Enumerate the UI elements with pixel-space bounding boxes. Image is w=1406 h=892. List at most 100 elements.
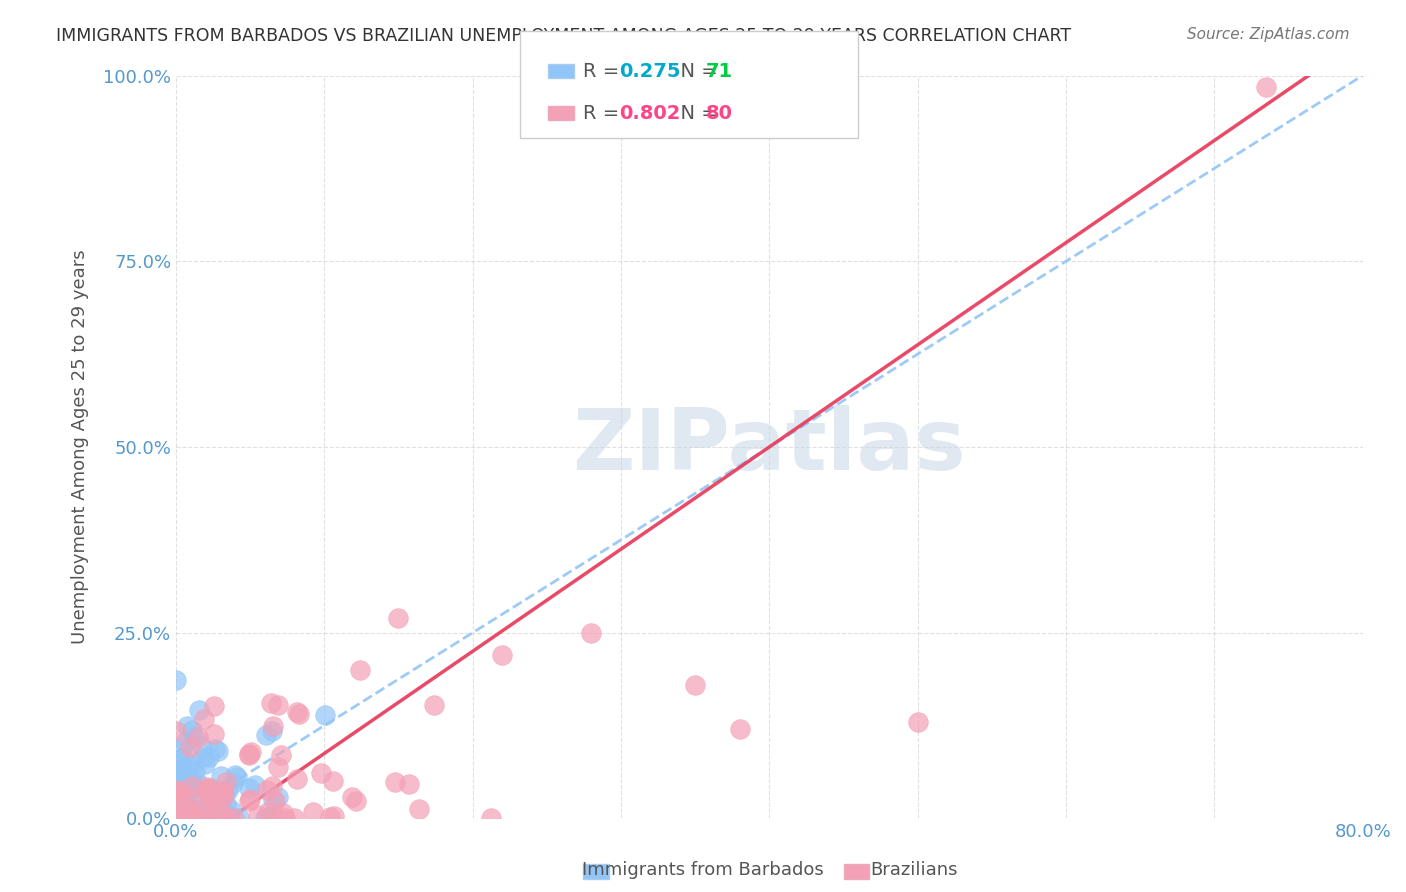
Point	[200, 782, 222, 797]
Text: Source: ZipAtlas.com: Source: ZipAtlas.com	[1187, 27, 1350, 42]
Point	[166, 810, 188, 824]
Point	[176, 800, 198, 814]
Point	[491, 648, 513, 662]
Point	[191, 750, 214, 764]
Point	[194, 757, 217, 772]
Point	[212, 789, 235, 804]
Point	[169, 752, 191, 766]
Point	[191, 801, 214, 815]
Point	[238, 794, 260, 808]
Point	[193, 712, 215, 726]
Text: ZIPatlas: ZIPatlas	[572, 406, 966, 489]
Point	[256, 783, 278, 797]
Text: N =: N =	[668, 103, 724, 123]
Point	[181, 805, 204, 819]
Text: 80: 80	[706, 103, 733, 123]
Point	[165, 673, 187, 687]
Point	[172, 749, 194, 764]
Point	[198, 781, 221, 796]
Point	[264, 812, 287, 826]
Point	[170, 803, 193, 817]
Point	[166, 810, 188, 824]
Point	[165, 802, 187, 816]
Point	[217, 812, 239, 826]
Point	[165, 809, 187, 823]
Point	[187, 812, 209, 826]
Point	[384, 775, 406, 789]
Text: 71: 71	[706, 62, 733, 81]
Point	[172, 801, 194, 815]
Point	[184, 764, 207, 779]
Point	[287, 706, 309, 721]
Point	[319, 810, 342, 824]
Point	[302, 805, 325, 820]
Point	[219, 803, 242, 817]
Point	[187, 776, 209, 790]
Point	[169, 784, 191, 798]
Point	[180, 723, 202, 737]
Point	[408, 801, 430, 815]
Point	[202, 807, 225, 822]
Point	[195, 788, 218, 802]
Point	[172, 763, 194, 777]
Point	[262, 793, 284, 807]
Text: 0.275: 0.275	[619, 62, 681, 81]
Point	[215, 775, 238, 789]
Point	[267, 760, 290, 774]
Point	[217, 783, 239, 797]
Point	[322, 774, 344, 789]
Point	[176, 761, 198, 775]
Point	[309, 765, 332, 780]
Point	[167, 765, 190, 780]
Point	[200, 795, 222, 809]
Point	[257, 805, 280, 819]
Point	[165, 808, 187, 822]
Point	[267, 789, 290, 804]
Point	[181, 777, 204, 791]
Point	[202, 698, 225, 713]
Point	[283, 812, 305, 826]
Point	[179, 739, 201, 754]
Point	[183, 730, 205, 744]
Point	[194, 791, 217, 805]
Point	[165, 805, 187, 819]
Point	[165, 723, 187, 738]
Point	[581, 625, 603, 640]
Point	[195, 780, 218, 795]
Point	[165, 795, 187, 809]
Point	[322, 809, 344, 823]
Point	[176, 719, 198, 733]
Point	[197, 784, 219, 798]
Point	[204, 804, 226, 818]
Point	[173, 735, 195, 749]
Point	[179, 807, 201, 822]
Point	[165, 775, 187, 789]
Point	[349, 664, 371, 678]
Point	[215, 807, 238, 822]
Point	[270, 748, 292, 763]
Point	[166, 783, 188, 797]
Point	[180, 783, 202, 797]
Point	[728, 723, 751, 737]
Point	[215, 797, 238, 811]
Point	[170, 811, 193, 825]
Point	[204, 741, 226, 756]
Point	[212, 787, 235, 801]
Point	[214, 787, 236, 801]
Point	[256, 812, 278, 826]
Point	[273, 812, 295, 826]
Point	[165, 774, 187, 789]
Point	[176, 800, 198, 814]
Point	[340, 790, 363, 805]
Point	[683, 678, 706, 692]
Point	[165, 800, 187, 814]
Point	[169, 788, 191, 802]
Point	[176, 789, 198, 804]
Point	[177, 802, 200, 816]
Point	[176, 791, 198, 805]
Point	[165, 812, 187, 826]
Point	[228, 812, 250, 826]
Point	[202, 727, 225, 741]
Point	[344, 794, 367, 808]
Text: R =: R =	[583, 103, 626, 123]
